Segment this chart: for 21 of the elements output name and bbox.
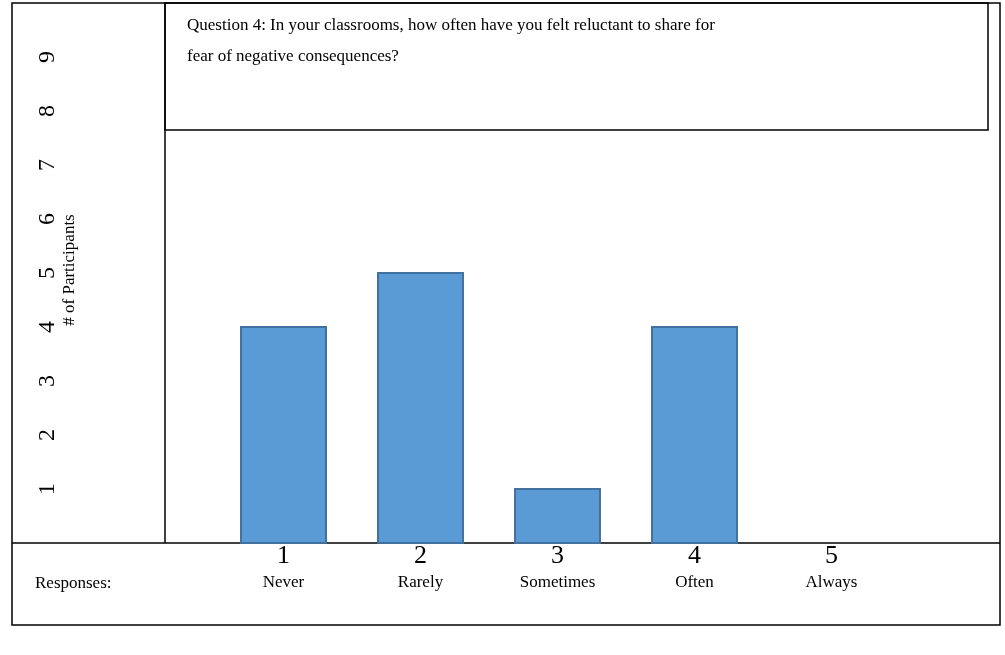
text: Question 4: In your classrooms, how often have you felt reluctant to share for fear of negative consequences? [187, 15, 716, 65]
y-tick-label: 7 [33, 159, 59, 171]
bar [514, 488, 601, 544]
bar [651, 326, 738, 544]
y-tick-label: 3 [33, 375, 59, 387]
bar [377, 272, 464, 544]
bar [240, 326, 327, 544]
y-tick-label: 1 [33, 483, 59, 495]
y-tick-label: 5 [33, 267, 59, 279]
x-tick-label: 1 Never [262, 540, 305, 591]
x-tick-label: 4 Often [675, 540, 715, 591]
y-tick-label: 9 [33, 51, 59, 63]
y-tick-label: 2 [33, 429, 59, 441]
y-tick-label: 6 [33, 213, 59, 225]
y-tick-label: 8 [33, 105, 59, 117]
y-axis-title: # of Participants [58, 214, 78, 326]
y-tick-label: 4 [33, 321, 59, 333]
x-tick-label: 5 Always [805, 540, 858, 591]
x-tick-label: 3 Sometimes [519, 540, 596, 591]
x-tick-label: 2 Rarely [397, 540, 444, 591]
x-axis-title: Responses: [35, 573, 112, 592]
